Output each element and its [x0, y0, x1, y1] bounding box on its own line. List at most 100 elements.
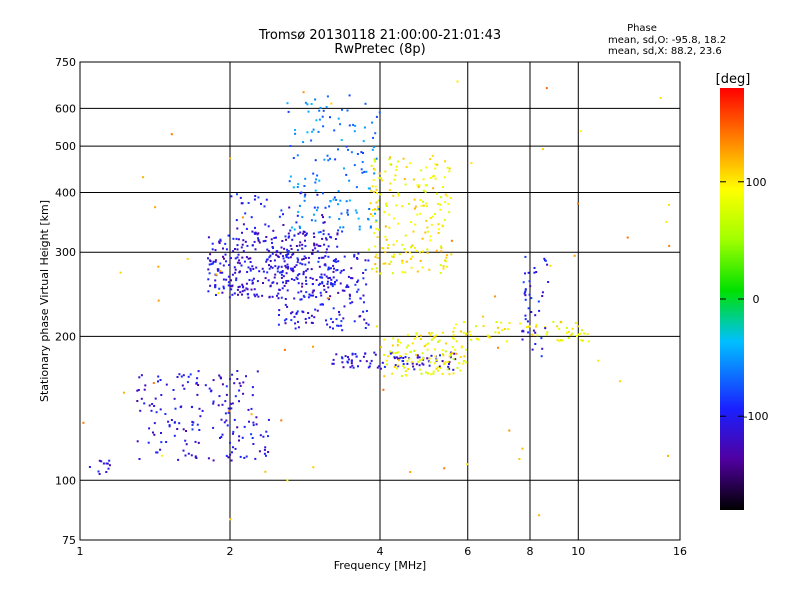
- data-point: [283, 260, 286, 263]
- data-point: [302, 141, 305, 144]
- data-point: [383, 375, 386, 378]
- data-point: [368, 208, 371, 210]
- data-point: [299, 241, 302, 244]
- data-point: [338, 218, 341, 220]
- data-point: [365, 310, 368, 312]
- data-point: [257, 239, 260, 242]
- data-point: [332, 276, 335, 279]
- data-point: [242, 392, 245, 395]
- y-tick-label: 750: [55, 56, 76, 69]
- data-point: [422, 200, 424, 203]
- data-point: [212, 379, 215, 382]
- data-point: [253, 288, 256, 291]
- data-point: [450, 351, 452, 354]
- data-point: [444, 350, 447, 353]
- data-point: [321, 282, 324, 285]
- data-point: [212, 459, 215, 462]
- data-point: [419, 251, 421, 254]
- data-point: [577, 202, 579, 205]
- data-point: [173, 397, 176, 400]
- data-point: [443, 218, 446, 221]
- data-point: [245, 375, 247, 378]
- data-point: [565, 326, 568, 329]
- y-tick-labels: 75 100 200 300 400 500 600 750: [55, 56, 76, 547]
- data-point: [238, 435, 241, 438]
- data-point: [308, 293, 311, 296]
- data-point: [256, 370, 259, 373]
- data-point: [310, 314, 313, 317]
- data-point: [341, 289, 344, 292]
- data-point: [335, 269, 338, 272]
- data-point: [365, 360, 368, 363]
- data-point: [381, 179, 384, 182]
- data-point: [221, 271, 224, 274]
- data-point: [321, 276, 324, 279]
- data-point: [311, 249, 314, 252]
- data-point: [348, 124, 351, 127]
- data-point: [309, 294, 312, 297]
- data-point: [375, 201, 378, 204]
- data-point: [337, 324, 340, 327]
- data-point: [235, 219, 238, 222]
- data-point: [322, 125, 325, 128]
- data-point: [546, 331, 549, 334]
- data-point: [339, 271, 342, 274]
- data-point: [277, 297, 280, 300]
- data-point: [415, 353, 418, 356]
- data-point: [265, 258, 268, 261]
- data-point: [165, 441, 168, 443]
- data-point: [497, 326, 499, 329]
- data-point: [312, 172, 315, 175]
- data-point: [222, 247, 224, 250]
- data-point: [392, 194, 395, 197]
- data-point: [234, 395, 237, 398]
- data-point: [323, 243, 326, 246]
- data-point: [227, 281, 230, 284]
- data-point: [415, 332, 418, 335]
- data-point: [148, 404, 151, 407]
- data-point: [265, 454, 267, 457]
- data-point: [294, 327, 297, 330]
- data-point: [264, 223, 267, 226]
- data-point: [289, 244, 292, 247]
- data-point: [235, 237, 238, 240]
- data-point: [315, 296, 318, 298]
- data-point: [98, 459, 101, 462]
- data-point: [346, 109, 349, 112]
- data-point: [354, 283, 357, 286]
- data-point: [531, 348, 534, 351]
- data-point: [524, 255, 527, 258]
- data-point: [417, 360, 419, 363]
- data-point: [446, 195, 449, 198]
- data-point: [363, 301, 365, 304]
- data-point: [184, 454, 187, 457]
- data-point: [300, 298, 303, 301]
- data-point: [119, 271, 122, 274]
- data-point: [164, 413, 167, 415]
- data-point: [219, 270, 222, 272]
- data-point: [207, 278, 210, 281]
- data-point: [465, 361, 468, 364]
- data-point: [243, 260, 246, 263]
- data-point: [265, 236, 268, 238]
- data-point: [341, 329, 344, 332]
- data-point: [362, 152, 364, 154]
- data-point: [494, 331, 497, 334]
- data-point: [343, 167, 345, 170]
- data-point: [320, 294, 323, 297]
- data-point: [241, 216, 244, 219]
- data-point: [397, 340, 399, 343]
- data-point: [347, 286, 350, 288]
- data-point: [311, 277, 314, 280]
- data-point: [376, 205, 379, 208]
- data-point: [332, 259, 335, 262]
- data-point: [297, 320, 299, 323]
- data-point: [302, 270, 305, 273]
- data-point: [305, 291, 308, 294]
- data-point: [397, 194, 400, 197]
- data-point: [341, 230, 344, 233]
- data-point: [293, 297, 296, 300]
- data-point: [241, 231, 243, 234]
- data-point: [297, 291, 300, 294]
- data-point: [440, 245, 442, 248]
